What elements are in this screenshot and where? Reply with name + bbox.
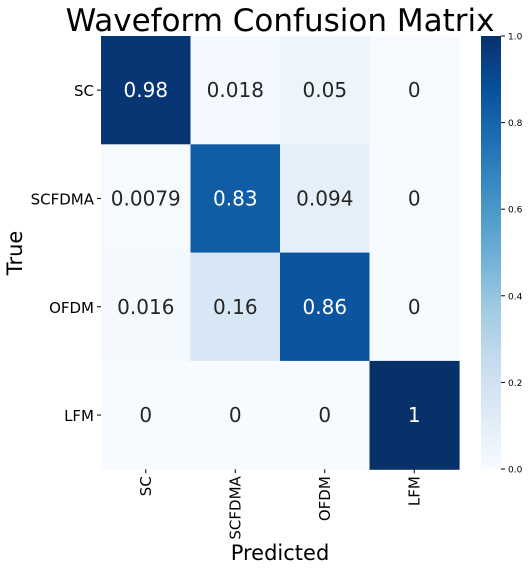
x-tick-label-3: LFM: [405, 476, 423, 506]
cell-value-3-0: 0: [139, 403, 152, 427]
y-tick-label-0: SC: [74, 82, 94, 100]
y-axis-label: True: [3, 231, 27, 277]
x-tick-labels: SC SCFDMA OFDM LFM: [137, 469, 423, 540]
cell-value-3-3: 1: [408, 403, 421, 427]
heatmap-cell-0-3: [369, 36, 460, 145]
heatmap-cell-3-0: [101, 360, 192, 470]
colorbar-tick-label-0: 0.0: [508, 466, 523, 476]
heatmap-cells: [101, 36, 460, 470]
cell-value-2-2: 0.86: [303, 295, 348, 319]
cell-annotations: 0.98 0.018 0.05 0 0.0079 0.83 0.094 0 0.016 0.16 0…: [111, 78, 421, 427]
cell-value-3-2: 0: [318, 403, 331, 427]
heatmap-cell-3-3: [369, 360, 460, 470]
cell-value-0-3: 0: [408, 78, 421, 102]
x-tick-label-1: SCFDMA: [226, 475, 244, 539]
cell-value-3-1: 0: [229, 403, 242, 427]
cell-value-1-2: 0.094: [296, 187, 353, 211]
cell-value-2-1: 0.16: [213, 295, 258, 319]
heatmap-cell-1-1: [190, 144, 281, 254]
cell-value-2-0: 0.016: [117, 295, 174, 319]
cell-value-2-3: 0: [408, 295, 421, 319]
cell-value-0-1: 0.018: [207, 78, 264, 102]
cell-value-1-1: 0.83: [213, 187, 258, 211]
colorbar-tick-label-3: 0.6: [508, 206, 523, 216]
heatmap-cell-2-3: [369, 252, 460, 362]
heatmap-cell-1-2: [280, 144, 371, 254]
heatmap-cell-3-2: [280, 360, 371, 470]
cell-value-0-0: 0.98: [124, 78, 169, 102]
heatmap-cell-0-0: [101, 36, 192, 145]
y-tick-label-2: OFDM: [49, 299, 94, 317]
colorbar-tick-label-5: 1.0: [508, 33, 523, 43]
heatmap-cell-3-1: [190, 360, 281, 470]
heatmap-cell-1-3: [369, 144, 460, 254]
cell-value-1-0: 0.0079: [111, 187, 181, 211]
colorbar: [481, 36, 501, 469]
y-tick-label-1: SCFDMA: [31, 191, 95, 209]
x-tick-label-2: OFDM: [316, 476, 334, 521]
cell-value-0-2: 0.05: [303, 78, 348, 102]
heatmap-cell-2-2: [280, 252, 371, 362]
chart-title: Waveform Confusion Matrix: [66, 3, 495, 39]
colorbar-tick-label-2: 0.4: [508, 292, 523, 302]
heatmap-cell-0-2: [280, 36, 371, 145]
heatmap-cell-0-1: [190, 36, 281, 145]
y-tick-label-3: LFM: [64, 407, 94, 425]
cell-value-1-3: 0: [408, 187, 421, 211]
heatmap-cell-2-0: [101, 252, 192, 362]
heatmap-cell-2-1: [190, 252, 281, 362]
colorbar-tick-label-4: 0.8: [508, 119, 523, 129]
x-tick-label-0: SC: [137, 476, 155, 496]
y-tick-labels: SC SCFDMA OFDM LFM: [31, 82, 101, 425]
heatmap-cell-1-0: [101, 144, 192, 254]
x-axis-label: Predicted: [231, 541, 330, 565]
colorbar-tick-label-1: 0.2: [508, 379, 522, 389]
colorbar-tick-labels: 0.0 0.2 0.4 0.6 0.8 1.0: [501, 33, 523, 476]
